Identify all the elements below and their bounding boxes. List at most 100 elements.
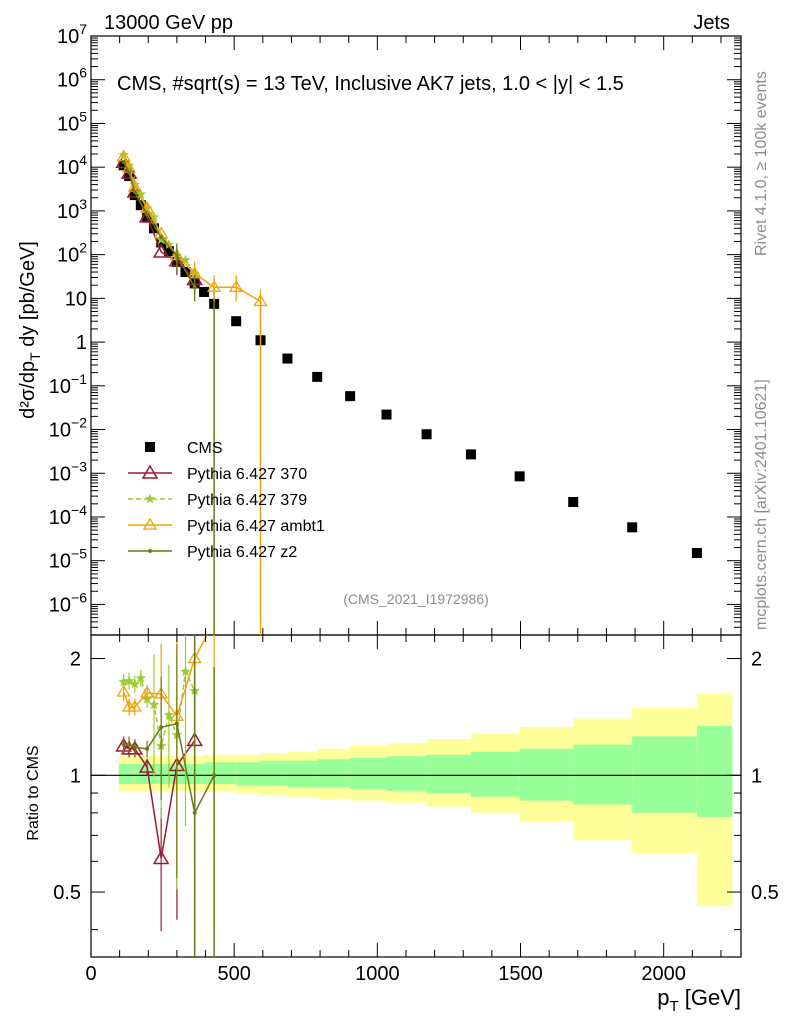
main-cms-point: [118, 160, 129, 171]
band-inner-bin: [573, 744, 633, 805]
main-z2-point: [127, 170, 132, 175]
legend-ambt1-marker: [142, 517, 158, 530]
main-cms-point: [465, 449, 476, 460]
main-cms-point: [381, 409, 392, 420]
band-inner-bin: [696, 725, 733, 818]
y-tick-label: 10−5: [49, 546, 87, 573]
main-cms-point: [421, 429, 432, 440]
main-cms-point: [282, 353, 293, 364]
ratio-y-tick-label-right: 0.5: [751, 882, 779, 904]
y-tick-label: 105: [57, 108, 87, 135]
legend-ambt1-label: Pythia 6.427 ambt1: [187, 518, 325, 535]
band-inner-bin: [287, 760, 318, 788]
y-tick-label: 1: [76, 332, 87, 354]
ratio-p370-point: [138, 758, 156, 773]
main-cms-point: [148, 223, 159, 234]
main-cms-point: [199, 286, 210, 297]
y-tick-label: 10−4: [49, 502, 87, 529]
plot-title: CMS, #sqrt(s) = 13 TeV, Inclusive AK7 je…: [117, 73, 624, 95]
main-ambt1-point: [139, 200, 155, 213]
legend-p370-label: Pythia 6.427 370: [187, 466, 307, 483]
main-ambt1-line: [122, 156, 261, 303]
main-cms-point: [163, 246, 174, 257]
main-z2-point: [121, 159, 126, 164]
main-p379-point: [180, 254, 191, 265]
y-tick-label: 10−6: [49, 589, 87, 616]
ratio-ambt1-point: [139, 685, 155, 698]
data-series: [115, 149, 702, 957]
y-tick-label: 10−2: [49, 415, 87, 442]
ratio-p379-point: [123, 675, 135, 686]
band-inner-bin: [204, 762, 237, 784]
x-tick-label: 0: [85, 963, 96, 985]
axis-labels: 10710610510410310210110−110−210−310−410−…: [17, 21, 779, 1015]
ratio-z2-point: [145, 746, 150, 751]
rivet-version-label: Rivet 4.1.0, ≥ 100k events: [753, 71, 770, 256]
band-inner-bin: [236, 762, 261, 786]
main-cms-point: [345, 391, 356, 402]
ratio-ambt1-point: [116, 684, 131, 697]
x-tick-label: 1000: [355, 963, 400, 985]
band-inner-bin: [260, 760, 288, 786]
main-z2-point: [145, 212, 150, 217]
legend-p379-marker: [144, 493, 156, 504]
ratio-p379-point: [135, 672, 147, 683]
main-p379-point: [129, 179, 140, 189]
main-y-axis-label: d²σ/dpT dy [pb/GeV]: [17, 241, 43, 419]
main-p379-point: [123, 159, 135, 170]
y-tick-label: 10−3: [49, 458, 87, 485]
ratio-p379-point: [180, 666, 191, 677]
y-tick-label: 106: [57, 65, 87, 92]
main-cms-point: [691, 548, 702, 559]
ratio-z2-point: [127, 742, 132, 747]
main-cms-point: [124, 170, 135, 181]
axes-frame: [90, 35, 742, 958]
band-inner-bin: [632, 736, 697, 813]
mcplots-label: mcplots.cern.ch [arXiv:2401.10621]: [753, 379, 770, 630]
band-inner-bin: [118, 763, 135, 784]
main-cms-point: [627, 522, 638, 533]
y-tick-label: 103: [57, 196, 87, 223]
band-inner-bin: [470, 751, 520, 797]
ratio-y-tick-label-right: 2: [751, 649, 762, 671]
x-axis-label: pT [GeV]: [657, 985, 741, 1015]
header-left-label: 13000 GeV pp: [104, 12, 233, 34]
y-tick-label: 10: [65, 288, 87, 310]
main-cms-point: [312, 371, 323, 382]
main-cms-point: [129, 190, 140, 201]
y-tick-label: 10−1: [49, 371, 87, 398]
main-cms-point: [514, 471, 525, 482]
main-cms-point: [156, 237, 167, 248]
main-p379-point: [135, 188, 147, 199]
ratio-y-tick-label: 0.5: [53, 882, 81, 904]
main-p379-point: [118, 149, 129, 160]
ratio-ambt1-line: [122, 635, 208, 718]
y-tick-label: 104: [57, 152, 87, 179]
ratio-z2-point: [132, 745, 137, 750]
x-tick-label: 1500: [498, 963, 543, 985]
main-z2-point: [159, 235, 164, 240]
legend-cms-label: CMS: [187, 440, 223, 457]
legend: CMS Pythia 6.427 370 Pythia 6.427 379 Pythi…: [128, 440, 325, 561]
main-p379-line: [122, 154, 196, 275]
main-cms-point: [568, 497, 579, 508]
y-tick-label: 107: [57, 21, 87, 48]
ratio-p370-point: [152, 850, 170, 865]
main-z2-point: [132, 190, 137, 195]
band-inner-bin: [153, 763, 177, 784]
legend-p379-label: Pythia 6.427 379: [187, 492, 307, 509]
axis-ticks: [90, 35, 741, 957]
ratio-z2-point: [121, 742, 126, 747]
ratio-ambt1-point: [127, 699, 142, 712]
main-p379-point: [148, 211, 160, 222]
legend-cms-marker: [145, 442, 155, 452]
ratio-p379-point: [148, 699, 160, 710]
x-tick-label: 2000: [641, 963, 686, 985]
analysis-id-label: (CMS_2021_I1972986): [343, 591, 489, 607]
ratio-p379-point: [118, 676, 129, 687]
band-inner-bin: [426, 754, 471, 794]
legend-p370-marker: [141, 464, 159, 479]
band-inner-bin: [386, 756, 427, 792]
ratio-p379-point: [129, 678, 140, 689]
